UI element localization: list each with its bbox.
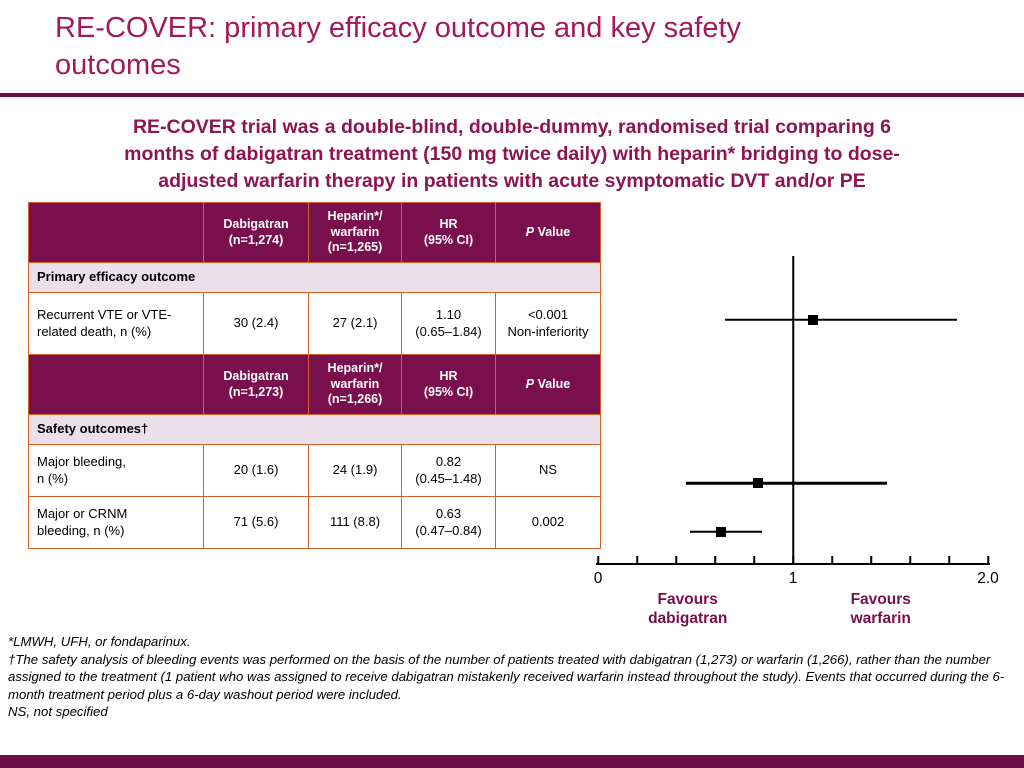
x-axis-line	[596, 563, 990, 565]
crnm-bleeding-p-value: 0.002	[495, 496, 601, 549]
efficacy-header-p-value: P Value	[495, 202, 601, 263]
recurrent-vte-heparin-value: 27 (2.1)	[308, 292, 402, 355]
forest-plot: 0 1 2.0 Favours dabigatran Favours warfarin	[594, 256, 999, 627]
crnm-bleeding-heparin-value: 111 (8.8)	[308, 496, 402, 549]
axis-tick	[636, 556, 638, 564]
title-divider	[0, 93, 1024, 97]
primary-efficacy-section-label: Primary efficacy outcome	[28, 262, 601, 293]
ci-line	[724, 318, 957, 322]
major-bleeding-label: Major bleeding, n (%)	[28, 444, 204, 497]
recurrent-vte-row: Recurrent VTE or VTE-related death, n (%…	[28, 292, 601, 355]
crnm-bleeding-hr-value: 0.63 (0.47–0.84)	[401, 496, 496, 549]
major-bleeding-row: Major bleeding, n (%) 20 (1.6) 24 (1.9) …	[28, 444, 601, 497]
axis-tick	[675, 556, 677, 564]
p-value-word: Value	[534, 376, 571, 391]
footnotes: *LMWH, UFH, or fondaparinux. †The safety…	[8, 633, 1016, 721]
safety-header-heparin-warfarin: Heparin*/ warfarin (n=1,266)	[308, 354, 402, 415]
axis-tick-label: 0	[593, 570, 603, 587]
safety-header-dabigatran: Dabigatran (n=1,273)	[203, 354, 309, 415]
p-value-word: Value	[534, 224, 571, 239]
efficacy-header-empty-cell	[28, 202, 204, 263]
axis-tick	[870, 556, 872, 564]
crnm-bleeding-row: Major or CRNM bleeding, n (%) 71 (5.6) 1…	[28, 496, 601, 549]
efficacy-header-hr-ci: HR (95% CI)	[401, 202, 496, 263]
favours-warfarin-label: Favours warfarin	[850, 591, 911, 628]
results-table: Dabigatran (n=1,274) Heparin*/ warfarin …	[28, 202, 601, 549]
axis-tick	[597, 556, 599, 564]
slide-subtitle: RE-COVER trial was a double-blind, doubl…	[124, 116, 900, 192]
major-bleeding-hr-value: 0.82 (0.45–1.48)	[401, 444, 496, 497]
axis-tick-label: 1	[788, 570, 798, 587]
recurrent-vte-p-value: <0.001 Non-inferiority	[495, 292, 601, 355]
recurrent-vte-label: Recurrent VTE or VTE-related death, n (%…	[28, 292, 204, 355]
recurrent-vte-hr-value: 1.10 (0.65–1.84)	[401, 292, 496, 355]
crnm-bleeding-dabigatran-value: 71 (5.6)	[203, 496, 309, 549]
reference-line	[792, 256, 794, 565]
primary-efficacy-section-row: Primary efficacy outcome	[28, 262, 601, 293]
bottom-accent-bar	[0, 755, 1024, 768]
footnote-asterisk: *LMWH, UFH, or fondaparinux.	[8, 634, 191, 649]
major-bleeding-dabigatran-value: 20 (1.6)	[203, 444, 309, 497]
safety-outcomes-section-row: Safety outcomes†	[28, 414, 601, 445]
favours-dabigatran-label: Favours dabigatran	[648, 591, 728, 628]
efficacy-header-row: Dabigatran (n=1,274) Heparin*/ warfarin …	[28, 202, 601, 263]
major-bleeding-heparin-value: 24 (1.9)	[308, 444, 402, 497]
footnote-dagger: †The safety analysis of bleeding events …	[8, 651, 1005, 702]
efficacy-header-dabigatran: Dabigatran (n=1,274)	[203, 202, 309, 263]
safety-header-p-value: P Value	[495, 354, 601, 415]
axis-tick-label: 2.0	[977, 570, 999, 587]
hr-point-marker	[715, 526, 726, 537]
footnote-ns: NS, not specified	[8, 704, 108, 720]
safety-header-hr-ci: HR (95% CI)	[401, 354, 496, 415]
major-bleeding-p-value: NS	[495, 444, 601, 497]
p-value-italic-letter: P	[525, 224, 535, 239]
ci-line	[685, 481, 887, 485]
safety-outcomes-section-label: Safety outcomes†	[28, 414, 601, 445]
axis-tick	[753, 556, 755, 564]
axis-tick	[831, 556, 833, 564]
p-value-italic-letter: P	[525, 376, 535, 391]
axis-tick	[792, 556, 794, 564]
recurrent-vte-dabigatran-value: 30 (2.4)	[203, 292, 309, 355]
safety-header-empty-cell	[28, 354, 204, 415]
efficacy-header-heparin-warfarin: Heparin*/ warfarin (n=1,265)	[308, 202, 402, 263]
crnm-bleeding-label: Major or CRNM bleeding, n (%)	[28, 496, 204, 549]
slide-title: RE-COVER: primary efficacy outcome and k…	[55, 12, 742, 82]
axis-tick	[714, 556, 716, 564]
safety-header-row: Dabigatran (n=1,273) Heparin*/ warfarin …	[28, 354, 601, 415]
hr-point-marker	[807, 314, 818, 325]
axis-tick	[948, 556, 950, 564]
hr-point-marker	[752, 478, 763, 489]
axis-tick	[909, 556, 911, 564]
axis-tick	[987, 556, 989, 564]
